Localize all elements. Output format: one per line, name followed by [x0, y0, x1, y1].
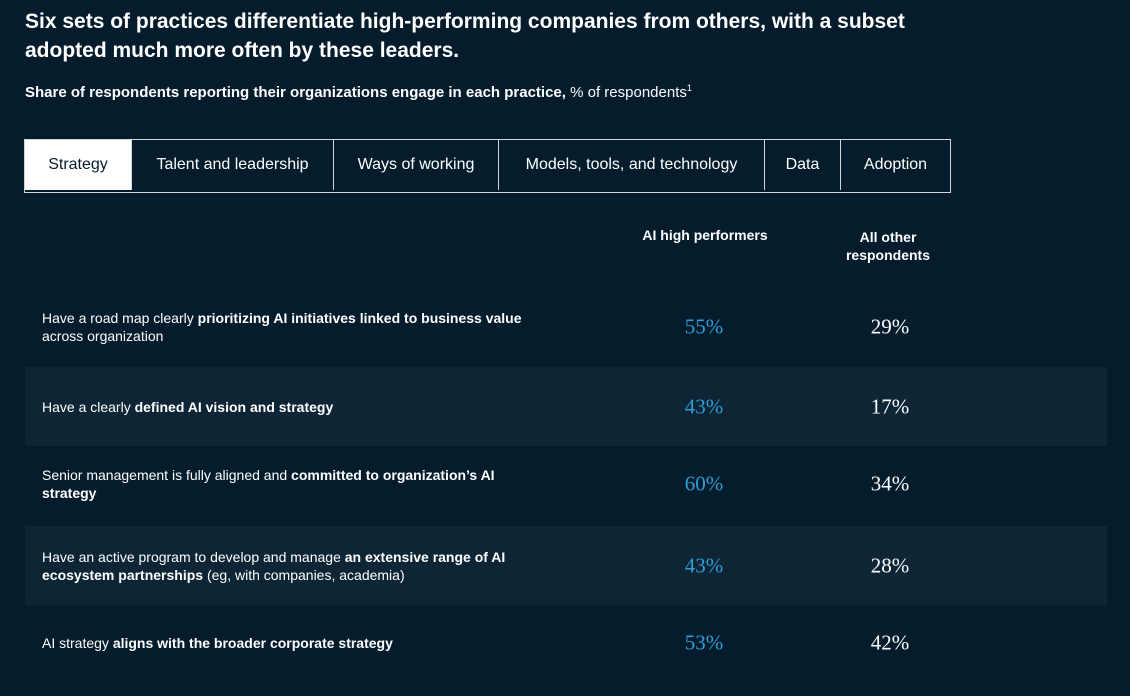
- practice-label: Senior management is fully aligned and c…: [42, 466, 542, 502]
- practice-label-emphasis: defined AI vision and strategy: [134, 398, 334, 415]
- footnote-marker[interactable]: 1: [686, 83, 692, 93]
- tab-ways-of-working[interactable]: Ways of working: [334, 140, 499, 190]
- table-row: Senior management is fully aligned and c…: [25, 444, 1107, 523]
- page-title: Six sets of practices differentiate high…: [25, 10, 905, 62]
- tab-talent-and-leadership[interactable]: Talent and leadership: [132, 140, 334, 190]
- practice-label-text: (eg, with companies, academia): [203, 566, 405, 583]
- column-header-high-performers: AI high performers: [642, 227, 768, 243]
- other-respondents-value: 29%: [870, 314, 910, 338]
- high-performer-value: 53%: [684, 630, 724, 654]
- practice-label-text: AI strategy: [42, 634, 113, 651]
- table-row: AI strategy aligns with the broader corp…: [25, 603, 1107, 682]
- subtitle-bold: Share of respondents reporting their org…: [25, 84, 566, 101]
- practice-label-text: across organization: [42, 327, 164, 344]
- table-row: Have a road map clearly prioritizing AI …: [25, 287, 1107, 366]
- practice-label-emphasis: prioritizing AI initiatives linked to bu…: [197, 309, 522, 326]
- tab-adoption[interactable]: Adoption: [863, 156, 928, 173]
- column-header-all-other: All other respondents: [845, 229, 930, 263]
- practice-label-text: Have a road map clearly: [42, 309, 198, 326]
- other-respondents-value: 34%: [870, 471, 910, 495]
- tab-strategy[interactable]: Strategy: [25, 140, 132, 190]
- high-performer-value: 43%: [684, 394, 724, 418]
- other-respondents-value: 28%: [870, 553, 910, 577]
- tab-data[interactable]: Data: [765, 140, 841, 190]
- practice-label-text: Have an active program to develop and ma…: [42, 548, 345, 565]
- tab-models-tools-technology[interactable]: Models, tools, and technology: [499, 140, 765, 190]
- practice-tabs: Strategy Talent and leadership Ways of w…: [24, 139, 951, 193]
- chart-subtitle: Share of respondents reporting their org…: [25, 78, 692, 103]
- high-performer-value: 60%: [684, 471, 724, 495]
- practice-label: Have an active program to develop and ma…: [42, 548, 542, 584]
- practice-label-emphasis: committed to organization’s AI strategy: [42, 466, 495, 501]
- high-performer-value: 55%: [684, 314, 724, 338]
- other-respondents-value: 42%: [870, 630, 910, 654]
- practice-label-text: Senior management is fully aligned and: [42, 466, 292, 483]
- high-performer-value: 43%: [684, 553, 724, 577]
- other-respondents-value: 17%: [870, 394, 910, 418]
- table-row: Have a clearly defined AI vision and str…: [25, 367, 1107, 446]
- practice-label-emphasis: an extensive range of AI ecosystem partn…: [42, 548, 506, 583]
- practice-label-text: Have a clearly: [42, 398, 135, 415]
- practice-label-emphasis: aligns with the broader corporate strate…: [112, 634, 393, 651]
- table-row: Have an active program to develop and ma…: [25, 526, 1107, 605]
- practice-label: Have a road map clearly prioritizing AI …: [42, 309, 542, 345]
- practice-label: AI strategy aligns with the broader corp…: [42, 634, 542, 652]
- subtitle-unit: % of respondents: [565, 84, 687, 101]
- practice-label: Have a clearly defined AI vision and str…: [42, 398, 542, 416]
